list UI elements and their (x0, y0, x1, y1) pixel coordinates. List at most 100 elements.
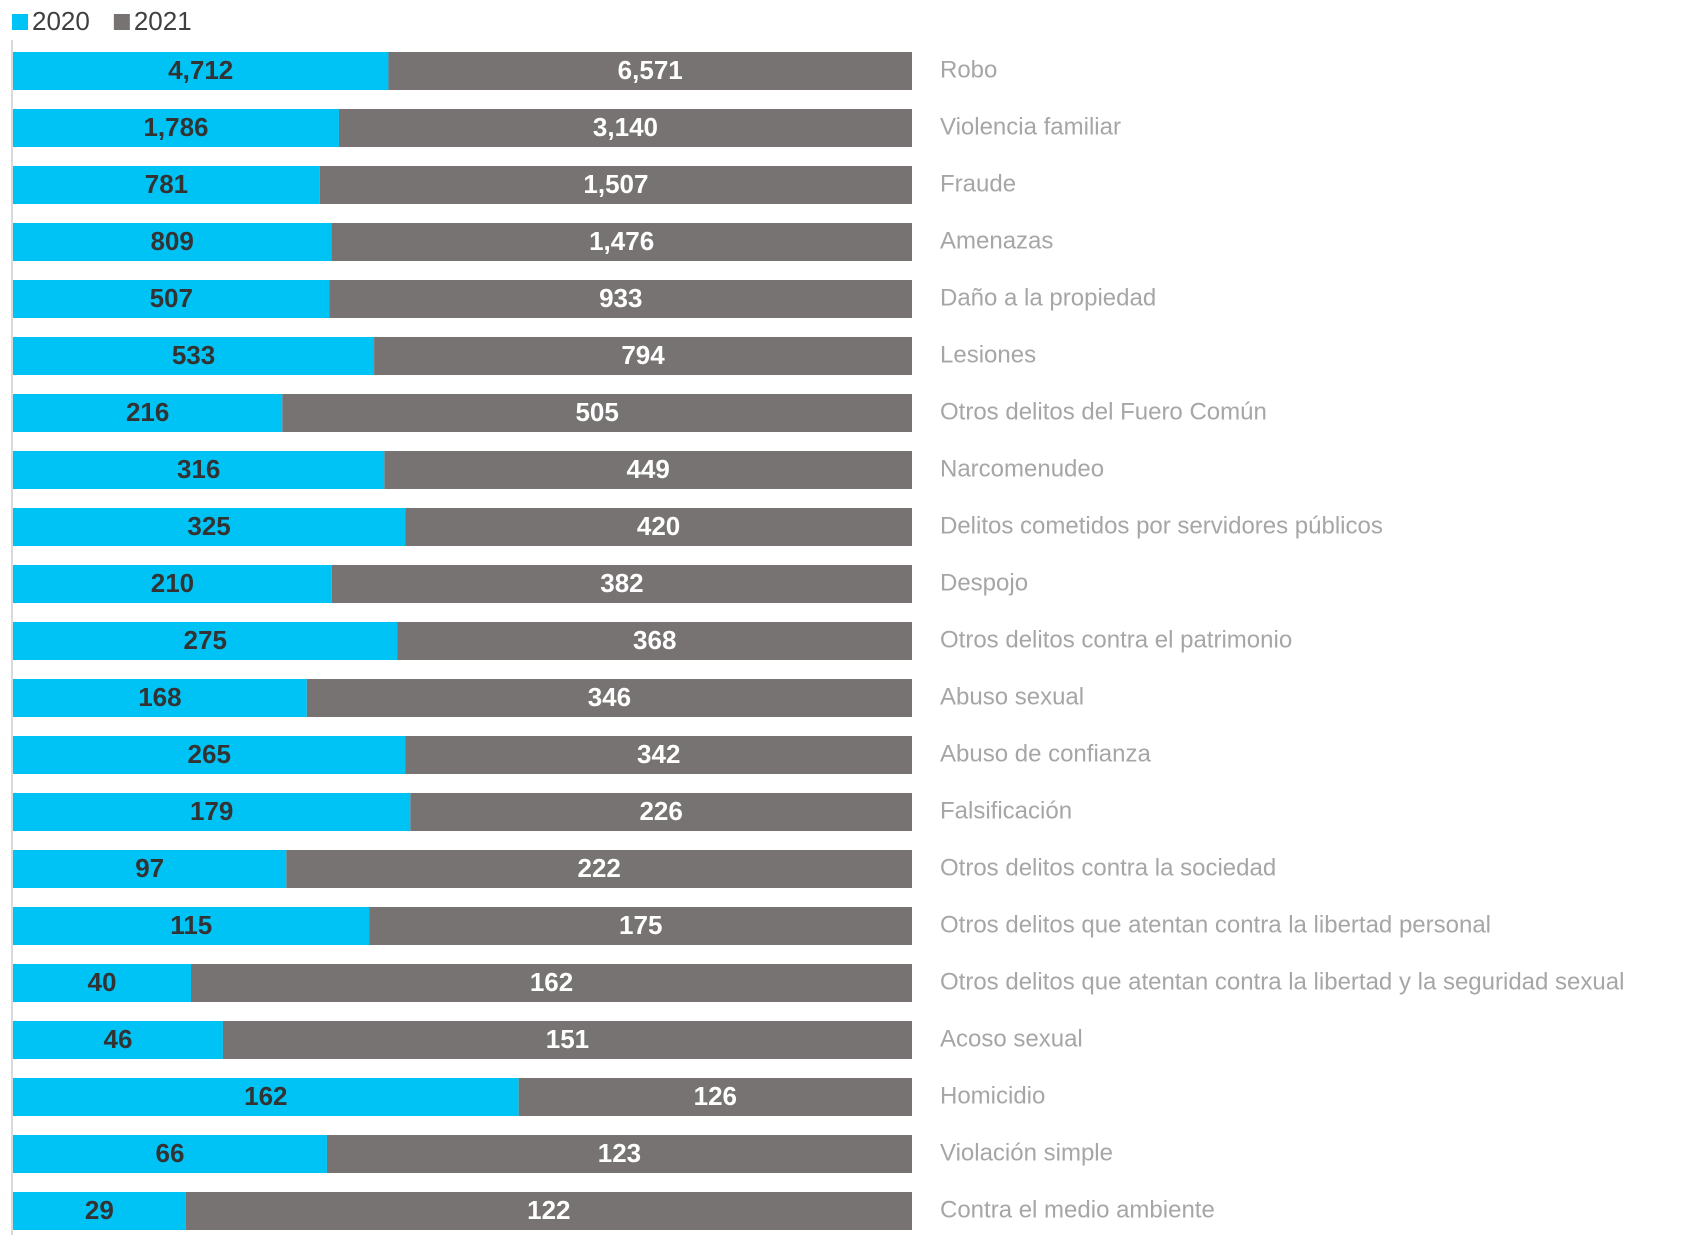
bar-segment (326, 1135, 912, 1173)
category-label: Despojo (940, 569, 1028, 596)
data-label: 29 (85, 1195, 114, 1225)
data-label: 222 (577, 853, 620, 883)
bar-segment (13, 280, 330, 318)
data-label: 175 (619, 910, 662, 940)
category-label: Homicidio (940, 1082, 1045, 1109)
category-label: Daño a la propiedad (940, 284, 1156, 311)
data-label: 781 (145, 169, 188, 199)
data-label: 265 (188, 739, 231, 769)
bar-segment (13, 679, 307, 717)
data-label: 40 (88, 967, 117, 997)
bar-segment (13, 736, 406, 774)
data-label: 46 (103, 1024, 132, 1054)
data-label: 168 (138, 682, 181, 712)
category-label: Delitos cometidos por servidores público… (940, 512, 1383, 539)
category-label: Contra el medio ambiente (940, 1196, 1215, 1223)
data-label: 275 (184, 625, 227, 655)
data-label: 179 (190, 796, 233, 826)
bar-segment (405, 508, 912, 546)
category-label: Amenazas (940, 227, 1053, 254)
bar-segment (319, 166, 912, 204)
data-label: 505 (575, 397, 618, 427)
bar-segment (13, 223, 332, 261)
data-label: 151 (546, 1024, 589, 1054)
bar-segment (13, 52, 389, 90)
bar-segment (384, 451, 912, 489)
category-label: Otros delitos del Fuero Común (940, 398, 1267, 425)
data-label: 210 (151, 568, 194, 598)
data-label: 1,476 (589, 226, 654, 256)
data-label: 1,507 (583, 169, 648, 199)
category-label: Lesiones (940, 341, 1036, 368)
bar-segment (13, 907, 370, 945)
data-label: 342 (637, 739, 680, 769)
data-label: 346 (588, 682, 631, 712)
bar-segment (13, 451, 385, 489)
bar-segment (13, 166, 320, 204)
category-label: Otros delitos que atentan contra la libe… (940, 911, 1491, 938)
data-label: 420 (637, 511, 680, 541)
category-label: Violación simple (940, 1139, 1113, 1166)
bar-segment (374, 337, 912, 375)
bar-segment (388, 52, 912, 90)
data-label: 3,140 (593, 112, 658, 142)
bar-segment (282, 394, 912, 432)
category-label: Otros delitos contra la sociedad (940, 854, 1276, 881)
category-label: Otros delitos que atentan contra la libe… (940, 968, 1624, 995)
data-label: 6,571 (618, 55, 683, 85)
data-label: 368 (633, 625, 676, 655)
bar-segment (13, 394, 283, 432)
bar-segment (286, 850, 912, 888)
bar-segment (13, 964, 192, 1002)
data-label: 325 (187, 511, 230, 541)
bar-segment (13, 622, 398, 660)
bar-segment (369, 907, 912, 945)
bar-segment (405, 736, 912, 774)
category-label: Acoso sexual (940, 1025, 1083, 1052)
category-label: Abuso de confianza (940, 740, 1151, 767)
data-label: 809 (150, 226, 193, 256)
legend-swatch (12, 14, 28, 30)
legend-label: 2020 (32, 6, 90, 36)
data-label: 162 (530, 967, 573, 997)
bar-segment (13, 337, 375, 375)
category-label: Abuso sexual (940, 683, 1084, 710)
category-label: Otros delitos contra el patrimonio (940, 626, 1292, 653)
bar-segment (410, 793, 912, 831)
data-label: 1,786 (143, 112, 208, 142)
legend-swatch (113, 14, 130, 30)
data-label: 123 (598, 1138, 641, 1168)
bar-segment (331, 223, 912, 261)
bar-segment (185, 1192, 912, 1230)
bar-segment (13, 1078, 519, 1116)
bar-segment (13, 1135, 327, 1173)
data-label: 126 (694, 1081, 737, 1111)
bar-segment (13, 850, 287, 888)
legend-label: 2021 (134, 6, 192, 36)
data-label: 226 (639, 796, 682, 826)
data-label: 449 (626, 454, 669, 484)
data-label: 122 (527, 1195, 570, 1225)
bar-segment (13, 508, 406, 546)
bar-segment (222, 1021, 913, 1059)
data-label: 162 (244, 1081, 287, 1111)
data-label: 316 (177, 454, 220, 484)
data-label: 66 (156, 1138, 185, 1168)
bar-segment (13, 565, 332, 603)
data-label: 382 (600, 568, 643, 598)
bar-segment (329, 280, 912, 318)
data-label: 933 (599, 283, 642, 313)
bar-segment (331, 565, 912, 603)
data-label: 507 (150, 283, 193, 313)
data-label: 533 (172, 340, 215, 370)
bar-segment (13, 1192, 186, 1230)
category-label: Robo (940, 56, 997, 83)
data-label: 794 (621, 340, 665, 370)
data-label: 4,712 (168, 55, 233, 85)
bar-segment (13, 109, 339, 147)
data-label: 216 (126, 397, 169, 427)
category-label: Violencia familiar (940, 113, 1121, 140)
bar-segment (338, 109, 913, 147)
bar-segment (191, 964, 913, 1002)
